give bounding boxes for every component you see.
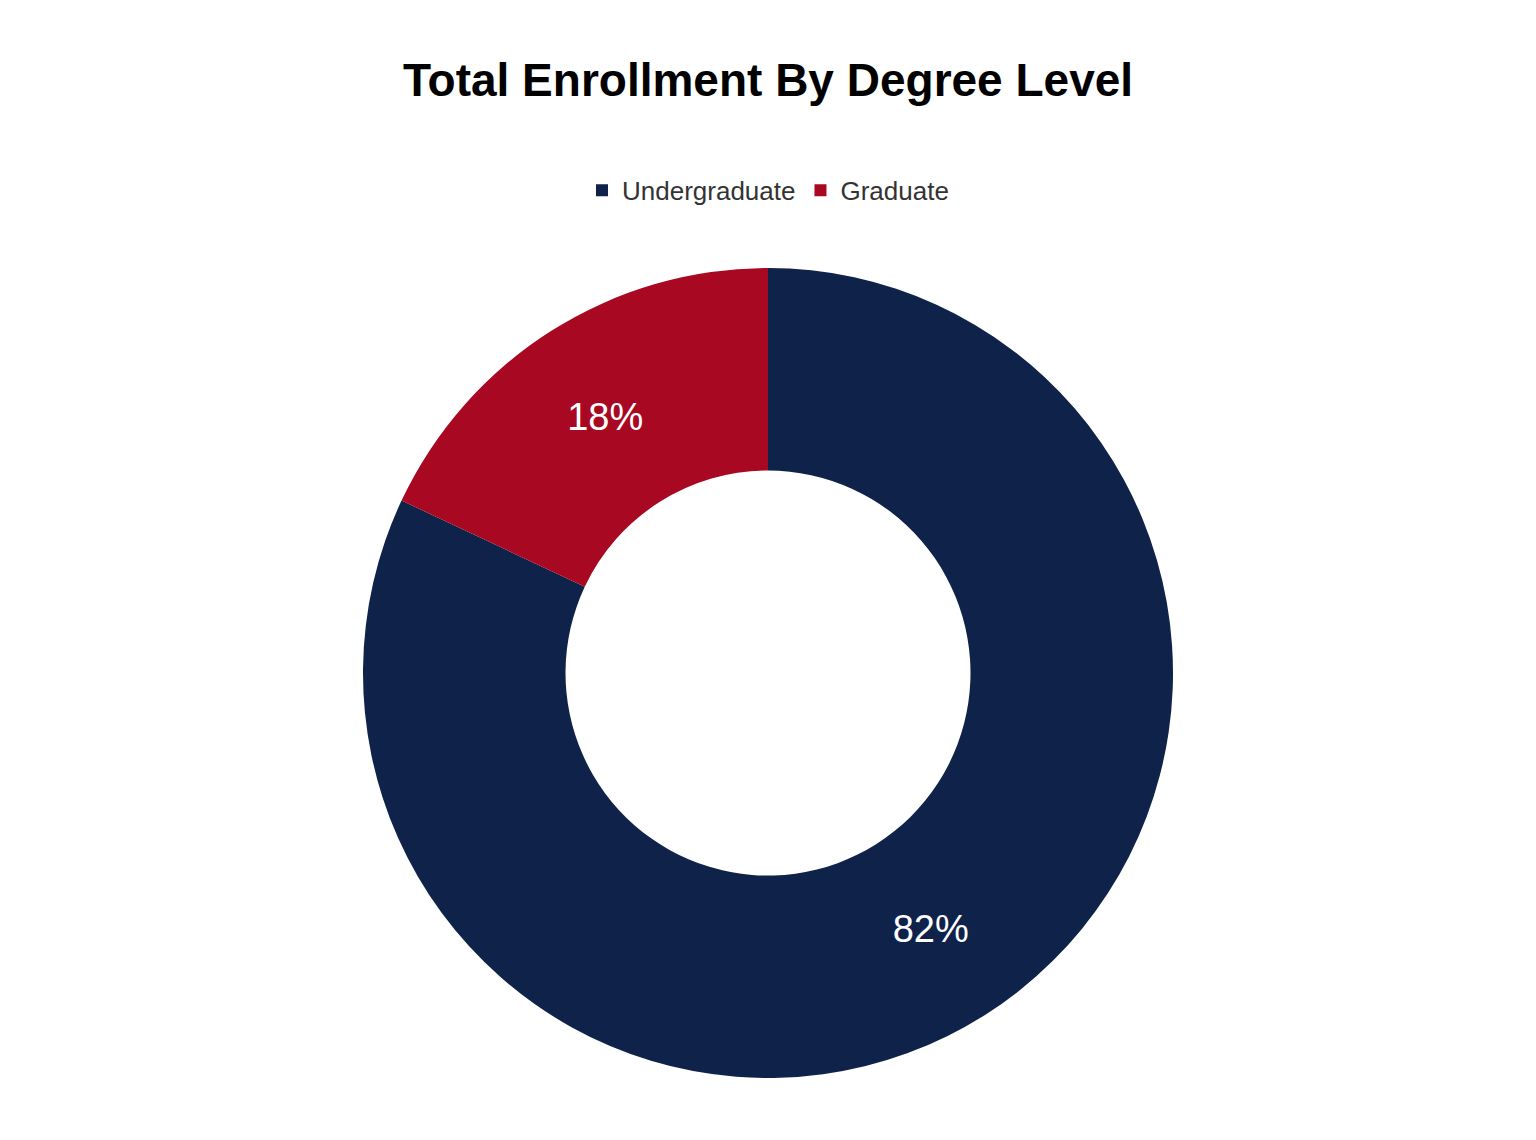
svg-text:18%: 18% <box>567 396 643 438</box>
svg-text:Total Enrollment By Degree Lev: Total Enrollment By Degree Level <box>403 54 1133 106</box>
svg-text:Undergraduate: Undergraduate <box>622 176 795 206</box>
svg-text:Graduate: Graduate <box>840 176 948 206</box>
svg-text:82%: 82% <box>893 908 969 950</box>
